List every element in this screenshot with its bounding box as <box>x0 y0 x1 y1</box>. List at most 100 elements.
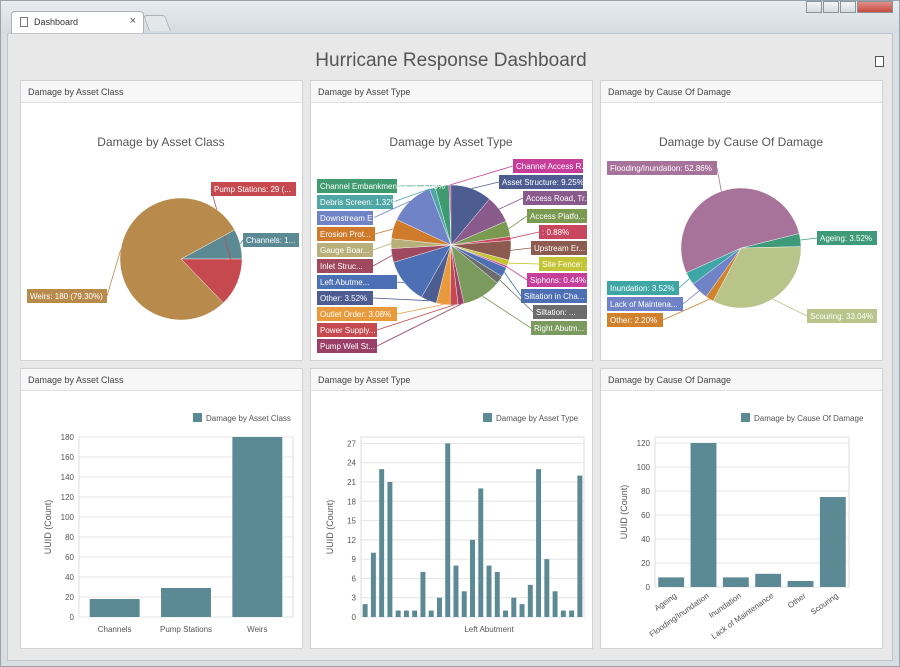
data-label: Debris Screen: 1.32% <box>320 198 398 207</box>
tab-label: Dashboard <box>34 17 79 27</box>
data-label: Site Fence: ... <box>542 260 591 269</box>
leader-line <box>506 266 528 281</box>
data-label: Right Abutm... <box>534 324 584 333</box>
x-tick-label: Left Abutment <box>464 625 514 634</box>
close-window-icon[interactable] <box>857 1 893 13</box>
data-label: Ageing: 3.52% <box>820 234 872 243</box>
bar-chart-asset-class: Damage by Asset Class UUID (Count) 0 20 40 60… <box>43 413 294 634</box>
bar-chart-cause: Damage by Cause Of Damage UUID (Count) 0 20… <box>619 413 864 641</box>
y-tick-label: 3 <box>352 594 357 603</box>
panel-header: Damage by Asset Class <box>21 369 302 391</box>
panel-asset-class-pie: Damage by Asset Class Damage by Asset Cl… <box>20 80 303 361</box>
bar <box>527 584 533 617</box>
bar <box>478 488 484 617</box>
panel-header: Damage by Asset Type <box>311 369 592 391</box>
data-label-box <box>317 307 397 321</box>
y-tick-label: 160 <box>61 453 75 462</box>
bar <box>370 552 376 617</box>
y-tick-label: 140 <box>61 473 75 482</box>
data-label: Flooding/Inundation: 52.86% <box>610 164 712 173</box>
leader-line <box>772 298 808 317</box>
y-tick-label: 80 <box>641 487 650 496</box>
bar <box>511 597 517 617</box>
y-tick-label: 21 <box>347 478 356 487</box>
y-tick-label: 20 <box>65 593 74 602</box>
panel-header: Damage by Cause Of Damage <box>601 369 882 391</box>
document-icon <box>20 17 28 27</box>
chart-title: Damage by Cause Of Damage <box>659 135 823 149</box>
data-label-box <box>317 339 377 353</box>
page-title: Hurricane Response Dashboard <box>315 50 587 71</box>
data-label-box <box>211 182 296 196</box>
data-label-box <box>607 297 683 311</box>
data-label-box <box>527 273 587 287</box>
data-label: Scouring: 33.04% <box>810 312 873 321</box>
bar <box>89 599 140 617</box>
bar <box>420 572 426 617</box>
leader-line <box>662 298 710 321</box>
data-label-box <box>523 191 587 205</box>
bar <box>445 443 451 617</box>
data-label-box <box>607 313 663 327</box>
export-icon[interactable] <box>875 56 884 67</box>
data-label-box <box>317 211 373 225</box>
data-label-box <box>527 209 587 223</box>
data-label: Power Supply... <box>320 326 375 335</box>
leader-line <box>372 200 411 219</box>
leader-line <box>376 303 462 347</box>
data-label-box <box>533 305 587 319</box>
y-tick-label: 12 <box>347 536 356 545</box>
y-tick-label: 40 <box>65 573 74 582</box>
panel-asset-class-bar: Damage by Asset Class Damage by Asset Cl… <box>20 368 303 649</box>
data-label: Inundation: 3.52% <box>610 284 675 293</box>
data-label-box <box>317 243 373 257</box>
data-label: Left Abutme... <box>320 278 369 287</box>
data-label-box <box>499 175 583 189</box>
minimize-icon[interactable] <box>823 1 839 13</box>
bar <box>412 610 418 617</box>
user-icon[interactable] <box>806 1 822 13</box>
bar <box>690 443 717 587</box>
leader-line <box>510 231 540 239</box>
leader-line <box>372 243 392 251</box>
dashboard-content: Hurricane Response Dashboard Damage by A… <box>7 33 893 661</box>
y-axis-label: UUID (Count) <box>325 500 335 555</box>
y-tick-label: 0 <box>646 583 651 592</box>
bar <box>544 559 550 617</box>
data-label-box <box>317 259 373 273</box>
leader-line <box>392 187 433 203</box>
pie-slice <box>680 187 800 273</box>
leader-line <box>499 279 534 313</box>
leader-line <box>482 295 532 329</box>
leader-line <box>498 197 524 210</box>
leader-line <box>504 272 522 297</box>
y-axis-label: UUID (Count) <box>619 485 629 540</box>
x-tick-label: Ageing <box>653 591 679 613</box>
data-label: Lack of Maintena... <box>610 300 678 309</box>
leader-line <box>372 255 393 267</box>
data-label-box <box>531 321 587 335</box>
bar <box>362 604 368 617</box>
x-tick-label: Channels <box>98 625 132 634</box>
y-tick-label: 120 <box>61 493 75 502</box>
legend-label: Damage by Asset Type <box>496 414 579 423</box>
tab-dashboard[interactable]: Dashboard × <box>11 11 144 33</box>
legend-label: Damage by Asset Class <box>206 414 291 423</box>
pie-slice <box>119 197 235 321</box>
maximize-icon[interactable] <box>840 1 856 13</box>
data-label: : 0.88% <box>542 228 569 237</box>
leader-line <box>210 188 238 283</box>
y-tick-label: 6 <box>352 574 357 583</box>
bar <box>755 573 782 587</box>
data-label-box <box>607 161 717 175</box>
tab-close-icon[interactable]: × <box>129 15 136 27</box>
bar <box>428 610 434 617</box>
data-label-box <box>27 289 107 303</box>
data-label: Outlet Order: 3.08% <box>320 310 391 319</box>
data-label: Pump Stations: 29 (... <box>214 185 291 194</box>
data-label: Downstream Er... <box>320 214 381 223</box>
legend-swatch <box>193 413 202 422</box>
y-tick-label: 40 <box>641 535 650 544</box>
data-label: Siltation: ... <box>536 308 576 317</box>
new-tab-button[interactable] <box>143 15 171 31</box>
